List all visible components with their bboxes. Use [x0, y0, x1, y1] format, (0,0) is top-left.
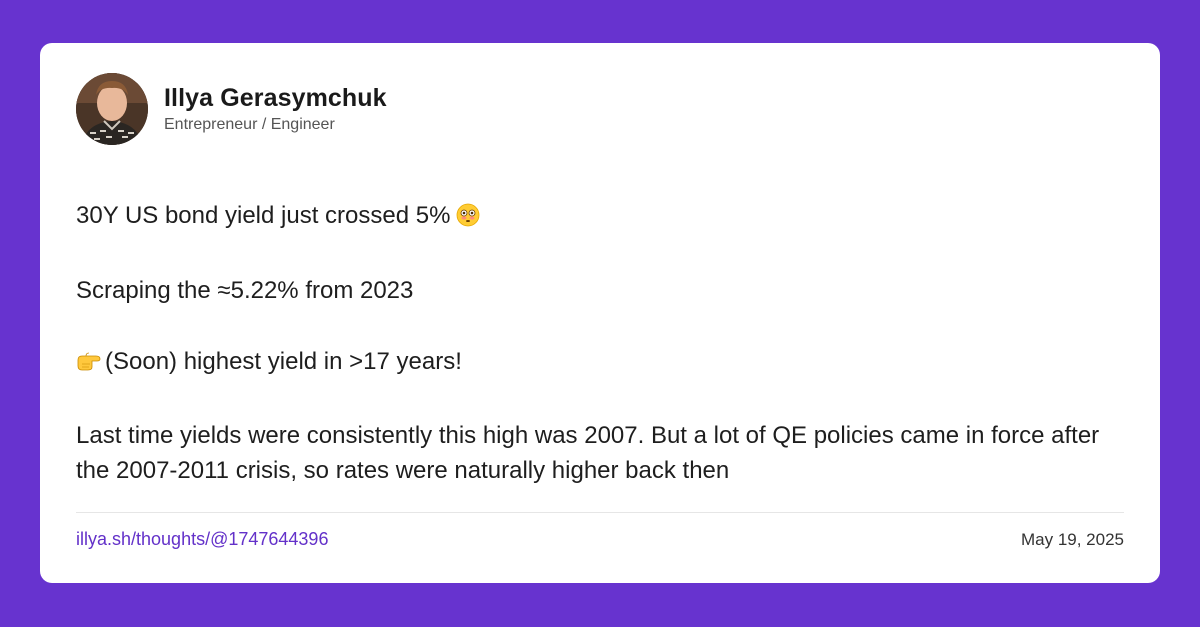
post-text-2: Scraping the ≈5.22% from 2023 [76, 277, 414, 304]
post-permalink[interactable]: illya.sh/thoughts/@1747644396 [76, 529, 329, 549]
profile-photo-icon [76, 73, 148, 145]
pointing-right-hand-emoji-icon [76, 347, 104, 382]
post-paragraph: 30Y US bond yield just crossed 5% [76, 198, 1126, 237]
author-name[interactable]: Illya Gerasymchuk [164, 84, 387, 112]
author-info: Illya Gerasymchuk Entrepreneur / Enginee… [164, 83, 387, 135]
flushed-face-emoji-icon [456, 202, 480, 237]
post-paragraph: (Soon) highest yield in >17 years! [76, 344, 1126, 382]
post-text-1: 30Y US bond yield just crossed 5% [76, 202, 451, 229]
post-text-4: Last time yields were consistently this … [76, 422, 1100, 484]
post-paragraph: Last time yields were consistently this … [76, 418, 1126, 488]
post-paragraph: Scraping the ≈5.22% from 2023 [76, 273, 1126, 308]
avatar[interactable] [76, 73, 148, 145]
post-text-3: (Soon) highest yield in >17 years! [105, 348, 462, 375]
post-date: May 19, 2025 [1020, 529, 1124, 549]
author-role: Entrepreneur / Engineer [164, 116, 335, 133]
post-footer: illya.sh/thoughts/@1747644396 May 19, 20… [76, 529, 1124, 550]
footer-divider [76, 512, 1124, 513]
post-header: Illya Gerasymchuk Entrepreneur / Enginee… [76, 73, 387, 145]
post-card: Illya Gerasymchuk Entrepreneur / Enginee… [40, 43, 1160, 583]
post-body: 30Y US bond yield just crossed 5% Scrapi… [76, 198, 1126, 488]
